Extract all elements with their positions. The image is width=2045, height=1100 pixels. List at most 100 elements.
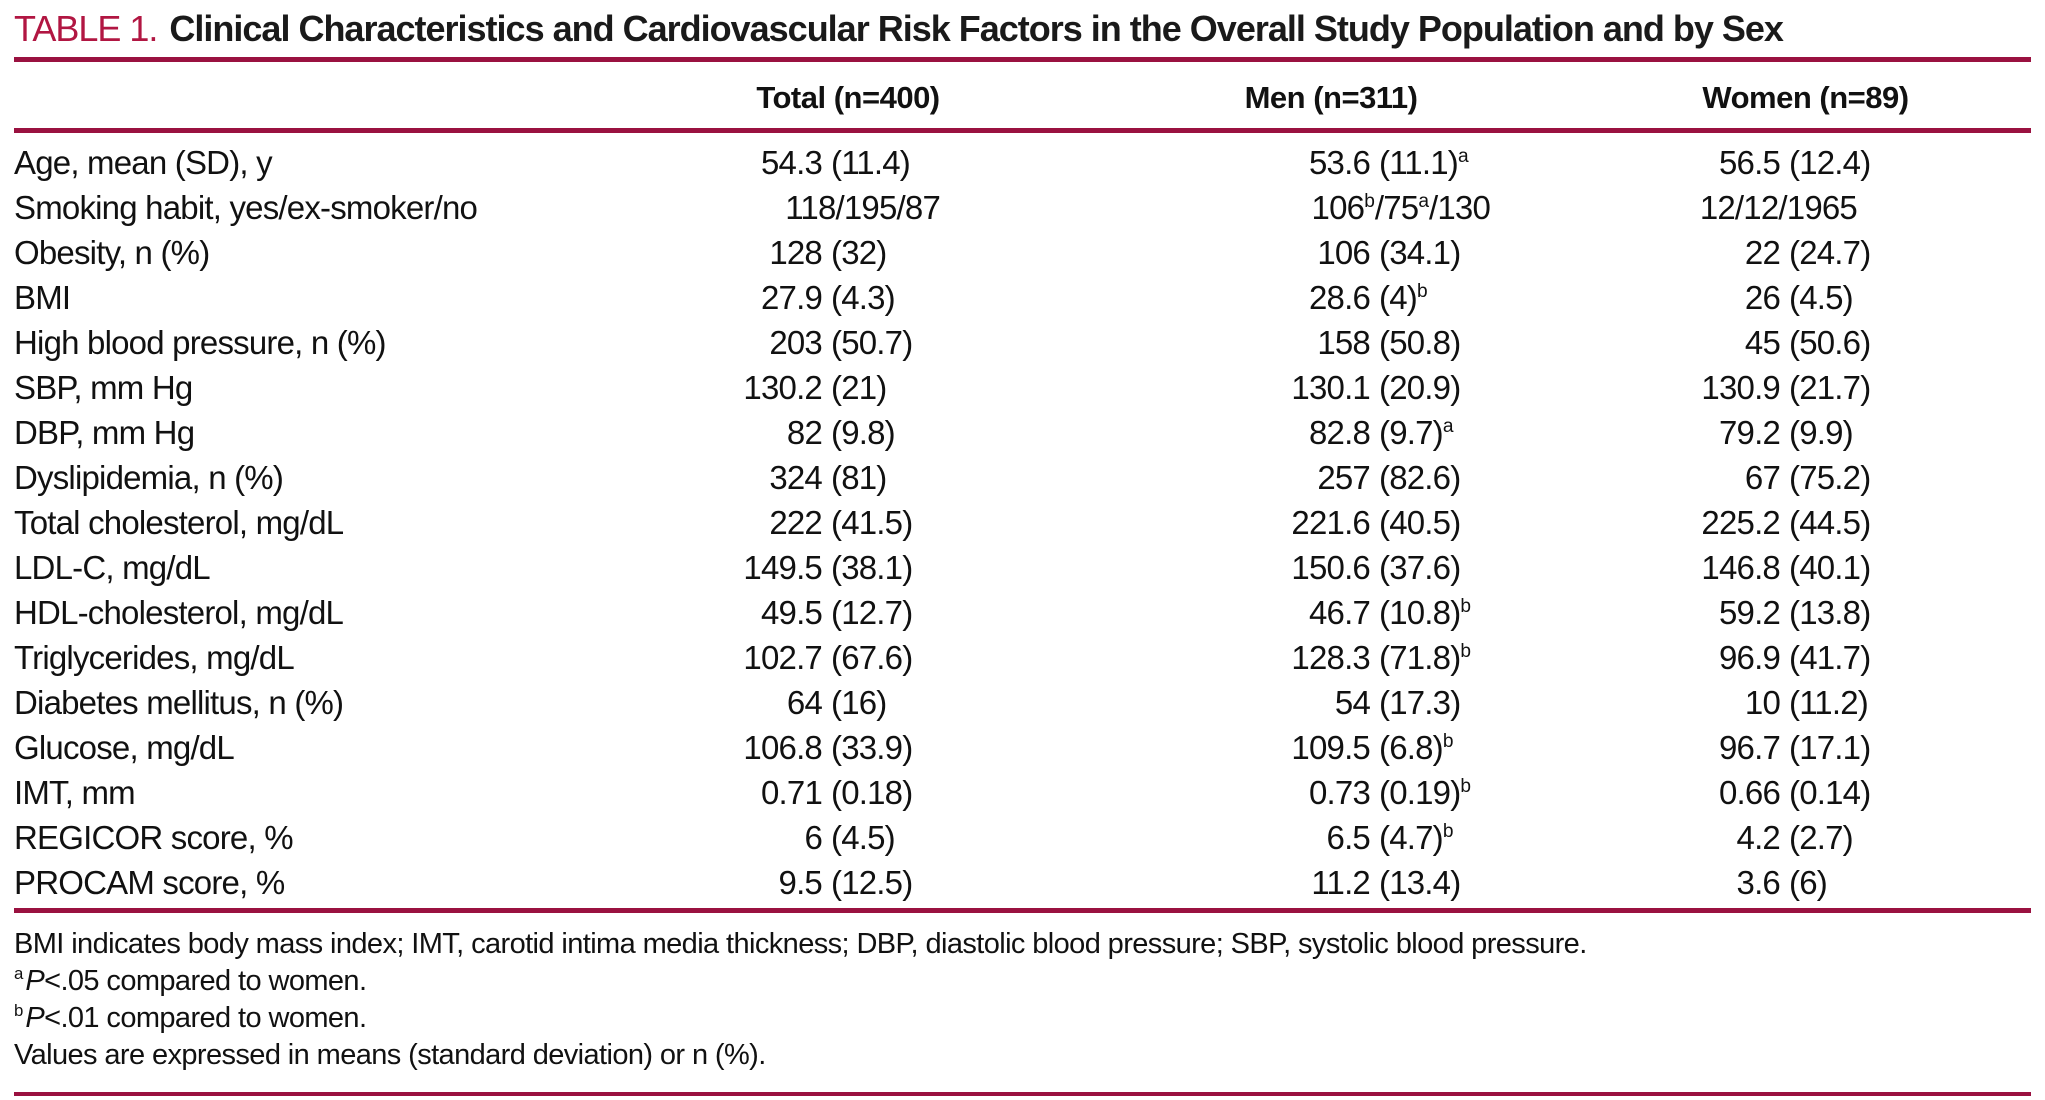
value-sd: (20.9) — [1379, 368, 1461, 406]
cell-total: 27.9 (4.3) — [514, 279, 972, 317]
cell-total: 102.7 (67.6) — [514, 639, 972, 677]
cell-women: 0.66 (0.14) — [1520, 774, 2031, 812]
footnote-a-marker: a — [14, 964, 24, 984]
table-number-label: TABLE 1. — [14, 8, 158, 49]
value-mean: 146.8 — [1701, 548, 1780, 586]
cell-women: 3.6 (6) — [1520, 864, 2031, 902]
value-mean: 45 — [1744, 323, 1781, 361]
table-row: Diabetes mellitus, n (%) 64 (16) 54 (17.3) 10… — [14, 680, 2031, 725]
value-sd: (13.8) — [1789, 593, 1871, 631]
footnote-a: aP<.05 compared to women. — [14, 963, 2031, 1000]
value-mean: 96.9 — [1718, 638, 1781, 676]
table-header-row: Total (n=400) Men (n=311) Women (n=89) — [14, 76, 2031, 120]
value-mean: 79.2 — [1718, 413, 1781, 451]
cell-men: 130.1 (20.9) — [972, 369, 1520, 407]
table-row: REGICOR score, % 6 (4.5) 6.5 (4.7)b 4.2 (2.7) — [14, 815, 2031, 860]
table-row: Glucose, mg/dL 106.8 (33.9) 109.5 (6.8)b 96.7… — [14, 725, 2031, 770]
value-sd: (44.5) — [1789, 503, 1871, 541]
value-mean: 0.66 — [1718, 773, 1781, 811]
value-mean: 27.9 — [760, 278, 823, 316]
value-mean: 128 — [769, 233, 822, 271]
value-sd: (11.4) — [831, 143, 911, 181]
value-mean: 222 — [769, 503, 822, 541]
value-mean: 59.2 — [1718, 593, 1781, 631]
value-mean: 67 — [1744, 458, 1781, 496]
footnote-b-p: P — [25, 1002, 45, 1034]
bottom-rule — [14, 908, 2031, 913]
value-sd: (33.9) — [831, 728, 913, 766]
value-mean: 130.1 — [1291, 368, 1370, 406]
value-sd: (41.5) — [831, 503, 913, 541]
value-mean: 82.8 — [1308, 413, 1371, 451]
value-mean: 54.3 — [760, 143, 823, 181]
table-row: BMI 27.9 (4.3) 28.6 (4)b 26 (4.5) — [14, 275, 2031, 320]
cell-women: 130.9 (21.7) — [1520, 369, 2031, 407]
table-body: Age, mean (SD), y 54.3 (11.4) 53.6 (11.1)a 56… — [14, 140, 2031, 905]
table-row: Smoking habit, yes/ex-smoker/no 118/195/8… — [14, 185, 2031, 230]
value-sd: (41.7) — [1789, 638, 1871, 676]
value-mean: 11.2 — [1311, 863, 1370, 901]
value-mean: 150.6 — [1291, 548, 1370, 586]
value-mean: 4.2 — [1736, 818, 1781, 856]
cell-men: 158 (50.8) — [972, 324, 1520, 362]
cell-total: 130.2 (21) — [514, 369, 972, 407]
column-header-men: Men (n=311) — [1244, 80, 1418, 115]
value-sd: (6) — [1789, 863, 1828, 901]
row-label: Smoking habit, yes/ex-smoker/no — [14, 188, 478, 226]
value-mean: 106.8 — [743, 728, 822, 766]
value-mean: 128.3 — [1291, 638, 1370, 676]
column-header-total: Total (n=400) — [756, 80, 940, 115]
value-sd: (4.5) — [1789, 278, 1854, 316]
value-sd: (17.1) — [1789, 728, 1871, 766]
cell-men: 82.8 (9.7)a — [972, 414, 1520, 452]
cell-men: 46.7 (10.8)b — [972, 594, 1520, 632]
value-mean: 158 — [1317, 323, 1370, 361]
value-mean: 130.2 — [743, 368, 822, 406]
page-title: TABLE 1. Clinical Characteristics and Car… — [14, 8, 2031, 50]
value-sd: (71.8)b — [1379, 638, 1472, 676]
footnote-values: Values are expressed in means (standard … — [14, 1039, 766, 1071]
cell-women: 146.8 (40.1) — [1520, 549, 2031, 587]
cell-total: 0.71 (0.18) — [514, 774, 972, 812]
value-sd: (81) — [831, 458, 887, 496]
footnotes: BMI indicates body mass index; IMT, caro… — [14, 926, 2031, 1074]
cell-men: 106b/75a/130 — [972, 189, 1520, 227]
table-row: LDL-C, mg/dL 149.5 (38.1) 150.6 (37.6) 146.8(… — [14, 545, 2031, 590]
value-mean: 82 — [786, 413, 823, 451]
value-mean: 6.5 — [1326, 818, 1371, 856]
page-bottom-rule — [14, 1092, 2031, 1096]
row-label: Diabetes mellitus, n (%) — [14, 683, 344, 721]
value-mean: 130.9 — [1701, 368, 1780, 406]
cell-total: 222 (41.5) — [514, 504, 972, 542]
value-sd: (13.4) — [1379, 863, 1461, 901]
cell-women: 26 (4.5) — [1520, 279, 2031, 317]
top-rule — [14, 57, 2031, 62]
value-sd: (11.2) — [1789, 683, 1869, 721]
value-sd: (38.1) — [831, 548, 913, 586]
cell-women: 12/12/1965 — [1520, 189, 2031, 227]
value-sd: (32) — [831, 233, 887, 271]
value-sd: (40.1) — [1789, 548, 1871, 586]
value-sd: (12.7) — [831, 593, 913, 631]
cell-men: 0.73 (0.19)b — [972, 774, 1520, 812]
cell-total: 106.8 (33.9) — [514, 729, 972, 767]
value-sd: (21.7) — [1789, 368, 1871, 406]
cell-women: 10 (11.2) — [1520, 684, 2031, 722]
row-label: Total cholesterol, mg/dL — [14, 503, 344, 541]
value-sd: (75.2) — [1789, 458, 1871, 496]
table-row: Age, mean (SD), y 54.3 (11.4) 53.6 (11.1)a 56… — [14, 140, 2031, 185]
value-sd: (50.7) — [831, 323, 913, 361]
cell-men: 128.3 (71.8)b — [972, 639, 1520, 677]
value-sd: (40.5) — [1379, 503, 1461, 541]
value-sd: (21) — [831, 368, 887, 406]
value-sd: (16) — [831, 683, 887, 721]
row-label: Dyslipidemia, n (%) — [14, 458, 284, 496]
cell-men: 109.5 (6.8)b — [972, 729, 1520, 767]
cell-total: 6 (4.5) — [514, 819, 972, 857]
value-mean: 149.5 — [743, 548, 822, 586]
value-sd: (9.7)a — [1379, 413, 1454, 451]
value-sd: (12.4) — [1789, 143, 1871, 181]
value-mean: 46.7 — [1308, 593, 1371, 631]
cell-men: 150.6 (37.6) — [972, 549, 1520, 587]
